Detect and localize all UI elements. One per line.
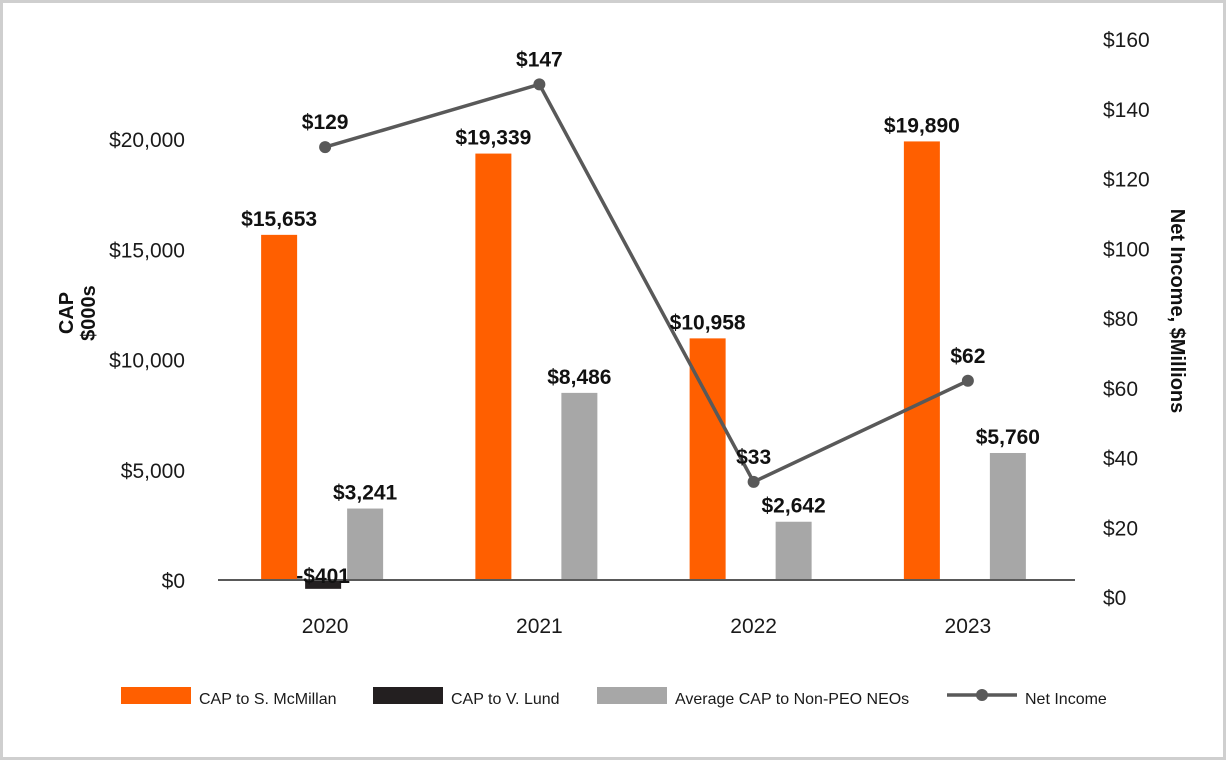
legend-swatch-0: [121, 687, 191, 704]
legend-label: CAP to V. Lund: [451, 691, 560, 708]
left-tick-label: $5,000: [121, 460, 185, 483]
bar-2-2: [775, 521, 812, 580]
right-tick-label: $40: [1103, 448, 1138, 471]
left-axis-title-line1: CAP: [56, 292, 78, 334]
bar-data-label: $5,760: [976, 426, 1040, 449]
x-category-label: 2021: [516, 615, 563, 638]
bar-0-3: [903, 141, 940, 580]
bar-2-3: [989, 452, 1026, 580]
right-tick-label: $140: [1103, 99, 1150, 122]
x-category-label: 2023: [945, 615, 992, 638]
line-data-label: $129: [302, 111, 349, 134]
right-tick-label: $100: [1103, 238, 1150, 261]
line-data-label: $62: [950, 345, 985, 368]
bar-data-label: $19,339: [455, 127, 531, 150]
right-tick-label: $60: [1103, 378, 1138, 401]
left-axis-title-line2: $000s: [78, 285, 100, 341]
right-tick-label: $160: [1103, 29, 1150, 52]
right-tick-label: $20: [1103, 517, 1138, 540]
net-income-marker: [533, 78, 546, 91]
bar-data-labels: $15,653 $19,339 $10,958 $19,890 -$401 $3,241 $…: [241, 114, 1040, 588]
legend-label: CAP to S. McMillan: [199, 691, 337, 708]
bar-data-label: $10,958: [670, 311, 746, 334]
right-tick-label: $0: [1103, 587, 1126, 610]
left-tick-label: $0: [162, 570, 185, 593]
legend-swatch-marker: [976, 689, 988, 701]
line-data-labels: $129 $147 $33 $62: [302, 48, 986, 469]
legend-swatch-2: [597, 687, 667, 704]
bar-data-label: $3,241: [333, 482, 398, 505]
left-tick-label: $10,000: [109, 350, 185, 373]
bar-2-0: [347, 508, 384, 580]
bar-2-1: [561, 392, 598, 580]
right-tick-label: $80: [1103, 308, 1138, 331]
bar-data-label: $19,890: [884, 114, 960, 137]
bar-data-label: $2,642: [762, 495, 826, 518]
net-income-line-series: [319, 78, 974, 488]
bar-series: [261, 141, 1026, 589]
bar-0-0: [261, 234, 298, 580]
legend: CAP to S. McMillan CAP to V. Lund Average …: [121, 687, 1107, 708]
left-axis-ticks: $0 $5,000 $10,000 $15,000 $20,000: [109, 129, 185, 593]
line-data-label: $147: [516, 48, 563, 71]
legend-label: Net Income: [1025, 691, 1107, 708]
legend-swatch-1: [373, 687, 443, 704]
net-income-line: [324, 82, 969, 485]
right-axis-ticks: $0 $20 $40 $60 $80 $100 $120 $140 $160: [1103, 29, 1150, 610]
net-income-marker: [961, 374, 974, 387]
bar-1-0: [305, 580, 342, 589]
net-income-marker: [747, 475, 760, 488]
bar-0-1: [475, 153, 512, 580]
x-axis-categories: 2020 2021 2022 2023: [302, 615, 991, 638]
bar-0-2: [689, 338, 726, 580]
legend-label: Average CAP to Non-PEO NEOs: [675, 691, 909, 708]
x-category-label: 2022: [730, 615, 777, 638]
x-category-label: 2020: [302, 615, 349, 638]
right-axis-title: Net Income, $Millions: [1166, 209, 1188, 413]
line-data-label: $33: [736, 446, 771, 469]
right-tick-label: $120: [1103, 169, 1150, 192]
bar-data-label: -$401: [296, 565, 350, 588]
net-income-marker: [319, 141, 332, 154]
left-tick-label: $15,000: [109, 239, 185, 262]
combo-chart: $0 $5,000 $10,000 $15,000 $20,000 $0 $20 $40 $6…: [56, 29, 1188, 708]
bar-data-label: $8,486: [547, 366, 611, 389]
left-tick-label: $20,000: [109, 129, 185, 152]
bar-data-label: $15,653: [241, 208, 317, 231]
